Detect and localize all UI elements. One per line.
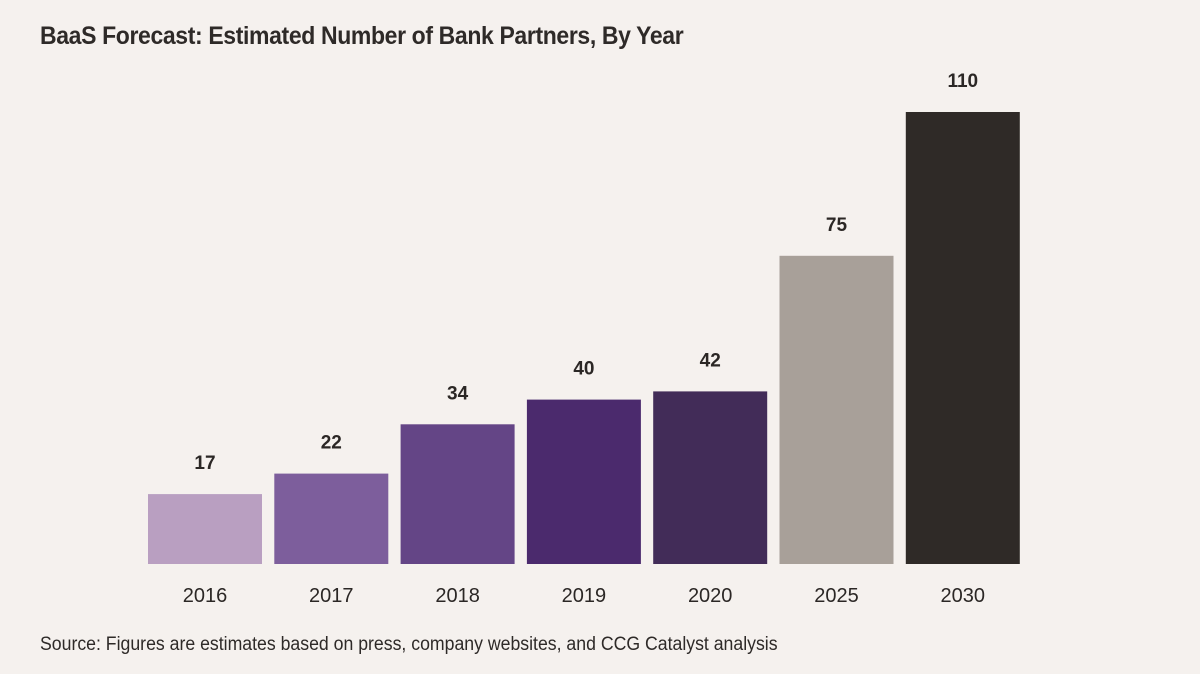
data-label-2030: 110 <box>947 71 978 92</box>
bar-2019 <box>526 399 641 564</box>
x-tick-label-2017: 2017 <box>309 585 354 607</box>
bar-2020 <box>653 391 768 564</box>
data-label-2018: 34 <box>447 383 469 404</box>
x-tick-label-2019: 2019 <box>562 585 607 607</box>
data-label-2016: 17 <box>194 453 215 474</box>
data-label-2017: 22 <box>321 433 342 454</box>
data-label-2020: 42 <box>700 350 721 371</box>
bar-2025 <box>779 255 894 565</box>
data-label-2019: 40 <box>573 359 594 380</box>
bar-2018 <box>400 424 515 564</box>
x-tick-label-2016: 2016 <box>183 585 228 607</box>
chart-title: BaaS Forecast: Estimated Number of Bank … <box>40 22 684 50</box>
source-note: Source: Figures are estimates based on p… <box>40 634 778 655</box>
x-tick-label-2020: 2020 <box>688 585 733 607</box>
bar-2016 <box>148 494 262 564</box>
x-tick-label-2025: 2025 <box>814 585 859 607</box>
x-tick-label-2030: 2030 <box>941 585 986 607</box>
x-tick-label-2018: 2018 <box>435 585 480 607</box>
bar-2017 <box>274 473 389 564</box>
bar-2030 <box>905 112 1020 564</box>
data-label-2025: 75 <box>826 215 848 236</box>
